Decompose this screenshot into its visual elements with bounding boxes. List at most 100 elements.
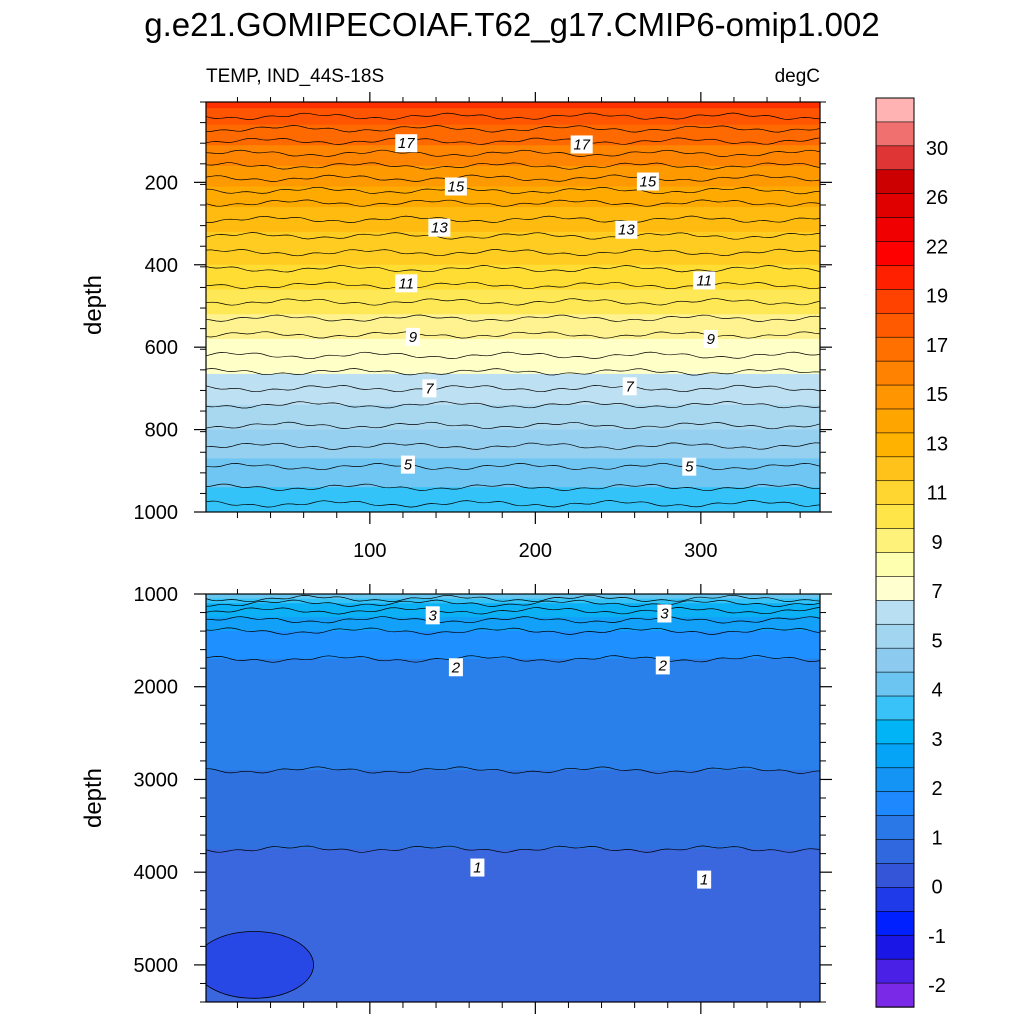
y-tick-label: 600 xyxy=(145,337,178,359)
colorbar-swatch xyxy=(875,241,915,267)
colorbar-label: 15 xyxy=(926,384,948,406)
colorbar-swatch xyxy=(875,863,915,889)
plot-frame xyxy=(205,101,821,513)
y-tick-label: 1000 xyxy=(134,584,179,606)
colorbar-swatch xyxy=(875,97,915,123)
x-tick-label: 300 xyxy=(684,540,717,562)
temperature-band xyxy=(206,207,820,233)
contour-label: 1 xyxy=(470,858,485,877)
temperature-band xyxy=(206,631,820,660)
y-tick-label: 1000 xyxy=(134,502,179,524)
contour-label: 15 xyxy=(636,172,659,191)
contour-line xyxy=(206,607,820,615)
contour-line xyxy=(206,149,820,157)
colorbar-swatch xyxy=(875,791,915,817)
y-tick-label: 2000 xyxy=(134,677,179,699)
temperature-band xyxy=(206,594,820,600)
colorbar-swatch xyxy=(875,456,915,482)
svg-text:1: 1 xyxy=(700,872,708,889)
y-tick-label: 400 xyxy=(145,255,178,277)
colorbar-swatch xyxy=(875,911,915,936)
temperature-band xyxy=(206,617,820,632)
svg-text:2: 2 xyxy=(451,659,461,676)
colorbar-swatch xyxy=(875,958,915,984)
temperature-band xyxy=(206,429,820,459)
y-tick-label: 800 xyxy=(145,420,178,442)
contour-label: 5 xyxy=(682,457,697,476)
contour-label: 13 xyxy=(615,220,638,239)
colorbar-label: 9 xyxy=(931,532,942,554)
temperature-band xyxy=(206,770,820,850)
colorbar-frame xyxy=(875,97,915,1008)
colorbar-swatch xyxy=(875,623,915,649)
colorbar-swatch xyxy=(875,552,915,578)
colorbar-swatch xyxy=(875,887,915,913)
contour-line xyxy=(206,265,820,273)
colorbar-label: 1 xyxy=(931,827,942,849)
colorbar-label: -2 xyxy=(928,975,946,997)
colorbar-swatch xyxy=(875,743,915,769)
colorbar-swatch xyxy=(875,528,915,554)
y-tick-label: 4000 xyxy=(134,862,179,884)
colorbar-swatch xyxy=(875,121,915,147)
contour-line xyxy=(206,368,820,376)
colorbar-swatch xyxy=(875,145,915,171)
svg-text:13: 13 xyxy=(618,222,635,239)
contour-line xyxy=(206,401,820,409)
svg-text:9: 9 xyxy=(409,329,418,346)
contour-label: 17 xyxy=(570,135,593,154)
subtitle-units: degC xyxy=(775,66,820,87)
colorbar-label: 30 xyxy=(926,138,948,160)
colorbar-swatch xyxy=(875,600,915,625)
colorbar-swatch xyxy=(875,384,915,410)
x-tick-label: 200 xyxy=(519,540,552,562)
svg-text:3: 3 xyxy=(429,607,438,624)
svg-text:11: 11 xyxy=(696,272,712,289)
temperature-band xyxy=(206,658,820,771)
chart-title: g.e21.GOMIPECOIAF.T62_g17.CMIP6-omip1.00… xyxy=(144,6,880,43)
lower-y-axis-label: depth xyxy=(80,768,107,828)
colorbar-label: 7 xyxy=(931,581,942,603)
contour-line xyxy=(206,351,820,360)
colorbar-label: 11 xyxy=(927,483,948,505)
svg-text:3: 3 xyxy=(660,605,669,622)
colorbar-label: 3 xyxy=(931,729,942,751)
y-tick-label: 200 xyxy=(145,172,178,194)
lower-panel: 3 3 2 2 1 1 1000 2000 3000 4000 5000 xyxy=(134,584,832,1014)
contour-label: 7 xyxy=(622,377,637,396)
colorbar-swatch xyxy=(875,576,915,602)
contour-label: 3 xyxy=(657,604,672,623)
colorbar-swatch xyxy=(875,934,915,960)
contour-label: 13 xyxy=(428,218,451,237)
contour-line xyxy=(206,248,820,257)
svg-text:17: 17 xyxy=(398,135,415,152)
contour-line xyxy=(206,174,820,182)
svg-text:11: 11 xyxy=(398,275,414,292)
colorbar-swatch xyxy=(875,719,915,745)
contour-line xyxy=(206,215,820,223)
temperature-band xyxy=(206,289,820,315)
colorbar-label: 19 xyxy=(926,286,948,308)
colorbar-swatch xyxy=(875,815,915,841)
temperature-band xyxy=(206,165,820,187)
colorbar-swatch xyxy=(875,647,915,673)
contour-line xyxy=(206,616,820,624)
contour-label: 2 xyxy=(448,658,463,677)
colorbar-swatch xyxy=(875,767,915,793)
colorbar-swatch xyxy=(875,217,915,243)
contour-line xyxy=(206,125,820,133)
colorbar-swatch xyxy=(875,169,915,195)
contour-label: 15 xyxy=(444,177,467,196)
colorbar-label: 2 xyxy=(931,778,942,800)
upper-y-axis-label: depth xyxy=(80,275,107,335)
colorbar-swatch xyxy=(875,265,915,291)
svg-text:5: 5 xyxy=(685,459,694,476)
contour-line xyxy=(206,384,820,393)
contour-label: 1 xyxy=(697,870,712,889)
colorbar-swatch xyxy=(875,360,915,386)
colorbar-label: 0 xyxy=(931,877,942,899)
temperature-band xyxy=(206,108,820,126)
colorbar-swatch xyxy=(875,336,915,362)
contour-line xyxy=(206,112,820,120)
